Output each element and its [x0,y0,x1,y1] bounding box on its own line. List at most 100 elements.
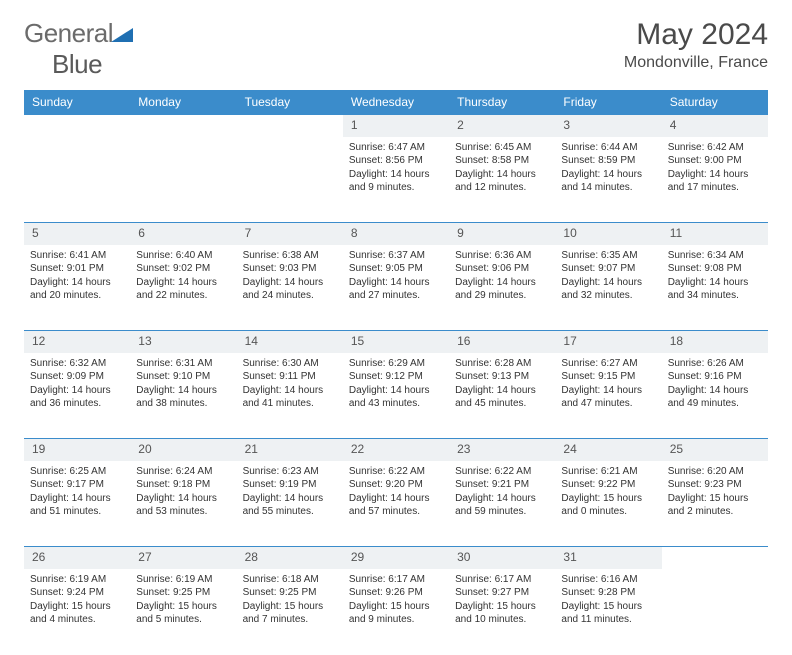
day-number: 7 [237,223,343,245]
sunrise-line: Sunrise: 6:22 AM [349,465,443,479]
sunrise-line: Sunrise: 6:21 AM [561,465,655,479]
sunrise-line: Sunrise: 6:28 AM [455,357,549,371]
sunrise-line: Sunrise: 6:17 AM [455,573,549,587]
day-number: 21 [237,439,343,461]
sunset-line: Sunset: 9:09 PM [30,370,124,384]
weekday-header: Thursday [449,90,555,115]
sunset-line: Sunset: 9:11 PM [243,370,337,384]
daylight-line: Daylight: 14 hours and 17 minutes. [668,168,762,195]
sunrise-line: Sunrise: 6:45 AM [455,141,549,155]
sunrise-line: Sunrise: 6:40 AM [136,249,230,263]
location: Mondonville, France [624,54,768,72]
day-cell: Sunrise: 6:34 AMSunset: 9:08 PMDaylight:… [662,245,768,331]
daylight-line: Daylight: 14 hours and 55 minutes. [243,492,337,519]
day-cell: Sunrise: 6:41 AMSunset: 9:01 PMDaylight:… [24,245,130,331]
sunset-line: Sunset: 9:25 PM [136,586,230,600]
brand-text: General Blue [24,18,133,80]
day-number-row: 1234 [24,115,768,137]
daylight-line: Daylight: 14 hours and 20 minutes. [30,276,124,303]
day-number: 18 [662,331,768,353]
sunset-line: Sunset: 9:16 PM [668,370,762,384]
day-cell: Sunrise: 6:25 AMSunset: 9:17 PMDaylight:… [24,461,130,547]
day-info-row: Sunrise: 6:47 AMSunset: 8:56 PMDaylight:… [24,137,768,223]
sunset-line: Sunset: 9:10 PM [136,370,230,384]
weekday-header: Friday [555,90,661,115]
sunset-line: Sunset: 9:17 PM [30,478,124,492]
sunset-line: Sunset: 9:03 PM [243,262,337,276]
day-cell: Sunrise: 6:38 AMSunset: 9:03 PMDaylight:… [237,245,343,331]
sunrise-line: Sunrise: 6:36 AM [455,249,549,263]
daylight-line: Daylight: 14 hours and 57 minutes. [349,492,443,519]
daylight-line: Daylight: 14 hours and 9 minutes. [349,168,443,195]
day-info-row: Sunrise: 6:25 AMSunset: 9:17 PMDaylight:… [24,461,768,547]
calendar-table: SundayMondayTuesdayWednesdayThursdayFrid… [24,90,768,655]
day-number: 26 [24,547,130,569]
sunrise-line: Sunrise: 6:18 AM [243,573,337,587]
day-cell: Sunrise: 6:21 AMSunset: 9:22 PMDaylight:… [555,461,661,547]
day-number: 6 [130,223,236,245]
day-number [237,115,343,137]
sunset-line: Sunset: 9:00 PM [668,154,762,168]
sunrise-line: Sunrise: 6:17 AM [349,573,443,587]
daylight-line: Daylight: 15 hours and 4 minutes. [30,600,124,627]
daylight-line: Daylight: 15 hours and 2 minutes. [668,492,762,519]
brand-part1: General [24,18,113,48]
day-cell: Sunrise: 6:32 AMSunset: 9:09 PMDaylight:… [24,353,130,439]
sunrise-line: Sunrise: 6:31 AM [136,357,230,371]
daylight-line: Daylight: 15 hours and 0 minutes. [561,492,655,519]
sunset-line: Sunset: 9:06 PM [455,262,549,276]
sunrise-line: Sunrise: 6:27 AM [561,357,655,371]
day-number-row: 12131415161718 [24,331,768,353]
weekday-header-row: SundayMondayTuesdayWednesdayThursdayFrid… [24,90,768,115]
sunrise-line: Sunrise: 6:19 AM [30,573,124,587]
day-cell: Sunrise: 6:31 AMSunset: 9:10 PMDaylight:… [130,353,236,439]
day-cell [130,137,236,223]
sunrise-line: Sunrise: 6:44 AM [561,141,655,155]
daylight-line: Daylight: 14 hours and 53 minutes. [136,492,230,519]
day-cell: Sunrise: 6:30 AMSunset: 9:11 PMDaylight:… [237,353,343,439]
sunset-line: Sunset: 9:20 PM [349,478,443,492]
sunset-line: Sunset: 9:26 PM [349,586,443,600]
day-cell: Sunrise: 6:24 AMSunset: 9:18 PMDaylight:… [130,461,236,547]
daylight-line: Daylight: 14 hours and 24 minutes. [243,276,337,303]
sunset-line: Sunset: 9:24 PM [30,586,124,600]
daylight-line: Daylight: 15 hours and 9 minutes. [349,600,443,627]
sunset-line: Sunset: 8:58 PM [455,154,549,168]
sunrise-line: Sunrise: 6:16 AM [561,573,655,587]
sunset-line: Sunset: 9:21 PM [455,478,549,492]
sunset-line: Sunset: 9:12 PM [349,370,443,384]
day-number: 16 [449,331,555,353]
sunset-line: Sunset: 9:02 PM [136,262,230,276]
sunrise-line: Sunrise: 6:47 AM [349,141,443,155]
day-info-row: Sunrise: 6:41 AMSunset: 9:01 PMDaylight:… [24,245,768,331]
day-cell: Sunrise: 6:20 AMSunset: 9:23 PMDaylight:… [662,461,768,547]
day-number-row: 262728293031 [24,547,768,569]
sunset-line: Sunset: 9:18 PM [136,478,230,492]
daylight-line: Daylight: 14 hours and 47 minutes. [561,384,655,411]
day-number [662,547,768,569]
day-number: 30 [449,547,555,569]
daylight-line: Daylight: 14 hours and 49 minutes. [668,384,762,411]
day-number: 17 [555,331,661,353]
sunrise-line: Sunrise: 6:24 AM [136,465,230,479]
day-number: 28 [237,547,343,569]
day-number-row: 19202122232425 [24,439,768,461]
sunrise-line: Sunrise: 6:29 AM [349,357,443,371]
sunrise-line: Sunrise: 6:22 AM [455,465,549,479]
sunset-line: Sunset: 9:23 PM [668,478,762,492]
day-cell: Sunrise: 6:44 AMSunset: 8:59 PMDaylight:… [555,137,661,223]
sunset-line: Sunset: 9:28 PM [561,586,655,600]
day-number: 27 [130,547,236,569]
sunrise-line: Sunrise: 6:30 AM [243,357,337,371]
weekday-header: Wednesday [343,90,449,115]
day-number: 8 [343,223,449,245]
page-header: General Blue May 2024 Mondonville, Franc… [24,18,768,80]
daylight-line: Daylight: 14 hours and 29 minutes. [455,276,549,303]
day-cell: Sunrise: 6:22 AMSunset: 9:21 PMDaylight:… [449,461,555,547]
sunrise-line: Sunrise: 6:34 AM [668,249,762,263]
sunset-line: Sunset: 8:59 PM [561,154,655,168]
daylight-line: Daylight: 15 hours and 7 minutes. [243,600,337,627]
sunrise-line: Sunrise: 6:35 AM [561,249,655,263]
daylight-line: Daylight: 14 hours and 45 minutes. [455,384,549,411]
day-cell: Sunrise: 6:35 AMSunset: 9:07 PMDaylight:… [555,245,661,331]
